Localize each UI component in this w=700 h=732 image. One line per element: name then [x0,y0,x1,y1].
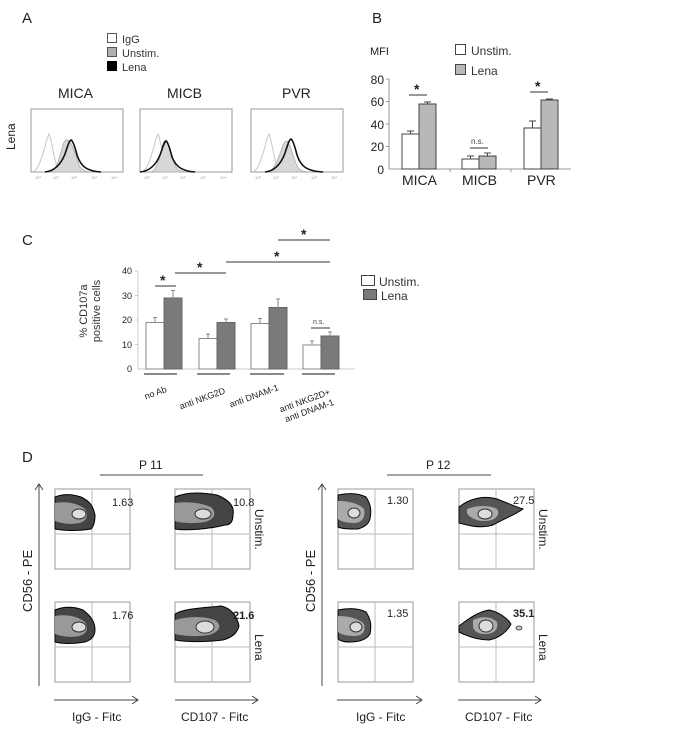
significance-star: * [301,226,307,242]
quadrant-value: 1.76 [112,610,134,622]
legend-item-lena: Lena [107,61,159,75]
p11-xlabel-igg: IgG - Fitc [72,710,122,724]
panel-b-ytick: 40 [370,118,384,132]
svg-text:10³: 10³ [200,175,206,180]
significance-star: * [274,248,280,264]
svg-text:10⁰: 10⁰ [35,175,41,180]
legend-item-unstim: Unstim. [107,47,159,61]
panel-b-letter: B [372,10,383,27]
panel-b-ytick: 0 [377,163,384,177]
legend-swatch-icon [107,61,117,71]
quadrant-value: 1.63 [112,497,134,509]
histogram-title-mica: MICA [58,85,93,101]
panel-b-ylabel: MFI [370,46,389,58]
panel-b-ytick: 80 [370,73,384,87]
legend-item-lena: Lena [455,61,512,81]
p12-xlabel-igg: IgG - Fitc [356,710,406,724]
svg-text:10²: 10² [291,175,297,180]
svg-text:10¹: 10¹ [53,175,59,180]
svg-text:10⁰: 10⁰ [255,175,261,180]
group-title-p11: P 11 [139,458,163,472]
svg-text:10⁴: 10⁴ [220,175,226,180]
panel-b-xlabel-micb: MICB [462,172,497,188]
quadrant-value: 1.35 [387,608,409,620]
significance-star: * [414,81,420,97]
p12-xlabel-cd107: CD107 - Fitc [465,710,533,724]
panel-c-ytick: 10 [121,340,132,350]
svg-text:10⁴: 10⁴ [111,175,117,180]
quadrant-value: 1.30 [387,495,409,507]
svg-text:10⁴: 10⁴ [331,175,337,180]
panel-a-legend: IgG Unstim. Lena [107,33,159,75]
legend-swatch-icon [107,47,117,57]
svg-text:10¹: 10¹ [273,175,279,180]
legend-item-lena: Lena [361,289,420,303]
legend-item-igg: IgG [107,33,159,47]
panel-c-ytick: 40 [121,266,132,276]
legend-item-unstim: Unstim. [455,41,512,61]
panel-c-ytick: 30 [121,291,132,301]
significance-star: * [197,259,203,275]
histogram-micb: 10⁰ 10¹ 10² 10³ 10⁴ [139,108,233,180]
significance-star: * [535,78,541,94]
legend-swatch-icon [107,33,117,43]
panel-d-letter: D [22,449,33,466]
significance-star: * [160,272,166,288]
panel-b-xlabel-pvr: PVR [527,172,556,188]
panel-b-ytick: 20 [370,140,384,154]
panel-b-ytick: 60 [370,95,384,109]
histogram-title-micb: MICB [167,85,202,101]
legend-swatch-icon [361,275,375,286]
panel-a-letter: A [22,10,33,27]
panel-c-legend: Unstim. Lena [361,275,420,303]
legend-swatch-icon [363,289,377,300]
panel-c-ytick: 20 [121,315,132,325]
svg-text:10²: 10² [71,175,77,180]
svg-text:10³: 10³ [91,175,97,180]
svg-text:10⁰: 10⁰ [144,175,150,180]
histogram-title-pvr: PVR [282,85,311,101]
legend-swatch-icon [455,64,466,75]
panel-c-ytick: 0 [126,364,132,374]
quadrant-value: 21.6 [233,610,255,622]
legend-item-unstim: Unstim. [361,275,420,289]
svg-text:10¹: 10¹ [162,175,168,180]
panel-c-letter: C [22,232,33,249]
quadrant-value: 35.1 [513,608,535,620]
quadrant-value: 10.8 [233,497,255,509]
group-title-p12: P 12 [426,458,451,472]
panel-b-xlabel-mica: MICA [402,172,437,188]
legend-swatch-icon [455,44,466,55]
significance-ns: n.s. [313,319,325,326]
svg-text:10²: 10² [180,175,186,180]
histogram-pvr: 10⁰ 10¹ 10² 10³ 10⁴ [250,108,344,180]
panel-b-legend: Unstim. Lena [455,41,512,81]
significance-ns: n.s. [471,137,484,146]
svg-text:10³: 10³ [311,175,317,180]
quadrant-value: 27.5 [513,495,535,507]
p11-xlabel-cd107: CD107 - Fitc [181,710,249,724]
histogram-mica: 10⁰ 10¹ 10² 10³ 10⁴ [30,108,124,180]
